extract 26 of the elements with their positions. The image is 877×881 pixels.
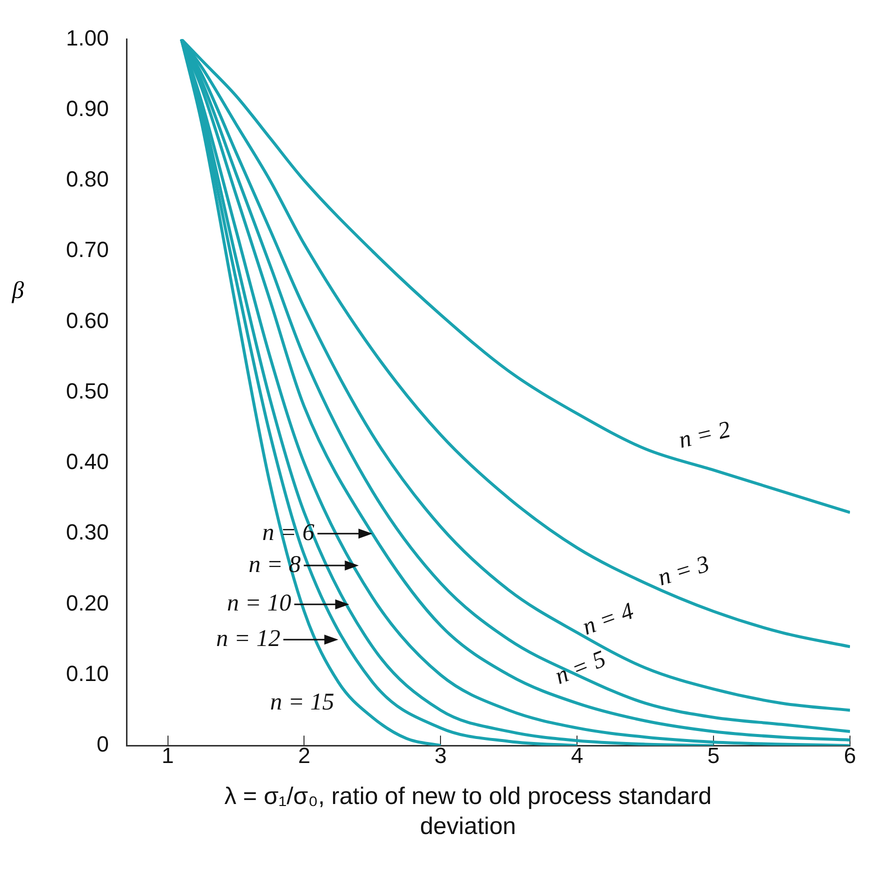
y-tick-label: 0.70 [66, 237, 109, 262]
x-tick-label: 5 [707, 742, 720, 768]
x-axis-title: λ = σ₁/σ₀, ratio of new to old process standard deviation [223, 782, 713, 842]
text: n = 4 [579, 598, 638, 641]
y-tick-label: 1.00 [66, 25, 109, 50]
text: n = 2 [676, 416, 734, 454]
y-axis-title: β [12, 278, 24, 305]
x-tick-label: 4 [570, 742, 584, 768]
y-tick-label: 0.50 [66, 378, 109, 404]
series-label: n = 15 [270, 690, 334, 716]
y-tick-label: 0 [96, 732, 109, 757]
annotation: n = 12 [216, 626, 280, 652]
y-tick-label: 0.40 [66, 449, 109, 474]
x-tick-label: 3 [434, 742, 447, 768]
y-tick-label: 0.90 [66, 96, 109, 121]
annotation: n = 10 [227, 590, 292, 617]
y-tick-label: 0.10 [66, 661, 109, 686]
y-tick-label: 0.20 [66, 590, 109, 616]
text: n = 3 [654, 551, 712, 592]
text: n = 5 [552, 646, 610, 690]
y-tick-label: 0.30 [66, 520, 109, 545]
x-tick-label: 6 [844, 742, 856, 768]
x-tick-label: 2 [298, 742, 310, 768]
x-tick-label: 1 [162, 742, 174, 768]
y-tick-label: 0.80 [66, 166, 109, 192]
y-tick-label: 0.60 [66, 308, 109, 333]
